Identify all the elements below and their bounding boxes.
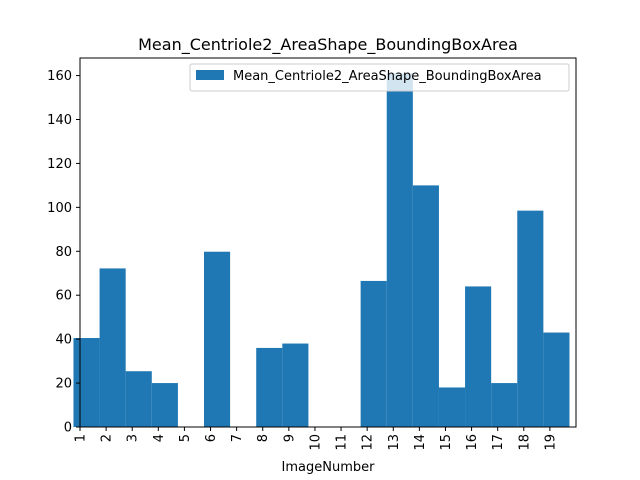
x-tick-label: 8 bbox=[256, 434, 271, 442]
bar-13 bbox=[386, 73, 413, 428]
bar-18 bbox=[517, 210, 544, 427]
x-tick-label: 9 bbox=[282, 434, 297, 442]
bar-6 bbox=[204, 251, 231, 427]
x-tick-label: 12 bbox=[361, 434, 376, 451]
bar-1 bbox=[73, 338, 100, 427]
bar-14 bbox=[412, 185, 439, 427]
x-tick-label: 14 bbox=[413, 434, 428, 451]
x-tick-label: 4 bbox=[152, 434, 167, 442]
bar-12 bbox=[360, 280, 387, 427]
y-tick-label: 60 bbox=[55, 289, 72, 304]
x-tick-label: 19 bbox=[543, 434, 558, 451]
y-tick-label: 160 bbox=[47, 69, 72, 84]
x-tick-label: 13 bbox=[387, 434, 402, 451]
bar-9 bbox=[282, 343, 309, 427]
x-tick-label: 1 bbox=[74, 434, 89, 442]
bar-4 bbox=[151, 383, 178, 427]
x-tick-label: 11 bbox=[335, 434, 350, 451]
x-tick-label: 6 bbox=[204, 434, 219, 442]
legend: Mean_Centriole2_AreaShape_BoundingBoxAre… bbox=[189, 63, 570, 92]
legend-box bbox=[189, 63, 570, 92]
y-tick-label: 100 bbox=[47, 201, 72, 216]
x-tick-label: 15 bbox=[439, 434, 454, 451]
bar-8 bbox=[256, 347, 283, 427]
chart-title: Mean_Centriole2_AreaShape_BoundingBoxAre… bbox=[138, 35, 518, 55]
x-tick-label: 17 bbox=[491, 434, 506, 451]
x-tick-label: 7 bbox=[230, 434, 245, 442]
bar-19 bbox=[543, 332, 570, 427]
bar-3 bbox=[125, 371, 152, 427]
bar-16 bbox=[465, 286, 492, 427]
plot-frame bbox=[79, 57, 577, 428]
y-tick-label: 140 bbox=[47, 113, 72, 128]
y-tick-label: 0 bbox=[64, 421, 72, 436]
y-tick-label: 40 bbox=[55, 333, 72, 348]
y-axis: 0 20 40 60 80 100 120 140 160 bbox=[47, 69, 80, 436]
x-axis: 1 2 3 4 5 6 7 8 9 10 11 12 13 14 15 16 17 18 19 bbox=[74, 427, 558, 451]
x-tick-label: 18 bbox=[517, 434, 532, 451]
x-tick-label: 16 bbox=[465, 434, 480, 451]
x-tick-label: 5 bbox=[178, 434, 193, 442]
y-tick-label: 120 bbox=[47, 157, 72, 172]
x-tick-label: 2 bbox=[100, 434, 115, 442]
x-tick-label: 10 bbox=[308, 434, 323, 451]
y-tick-label: 80 bbox=[55, 245, 72, 260]
bars-layer bbox=[73, 73, 570, 428]
bar-17 bbox=[491, 383, 518, 427]
legend-label: Mean_Centriole2_AreaShape_BoundingBoxAre… bbox=[233, 69, 542, 84]
bar-2 bbox=[99, 268, 126, 427]
x-axis-label: ImageNumber bbox=[282, 460, 376, 475]
x-tick-label: 3 bbox=[126, 434, 141, 442]
bar-15 bbox=[438, 387, 466, 427]
legend-swatch bbox=[196, 70, 224, 80]
y-tick-label: 20 bbox=[55, 377, 72, 392]
